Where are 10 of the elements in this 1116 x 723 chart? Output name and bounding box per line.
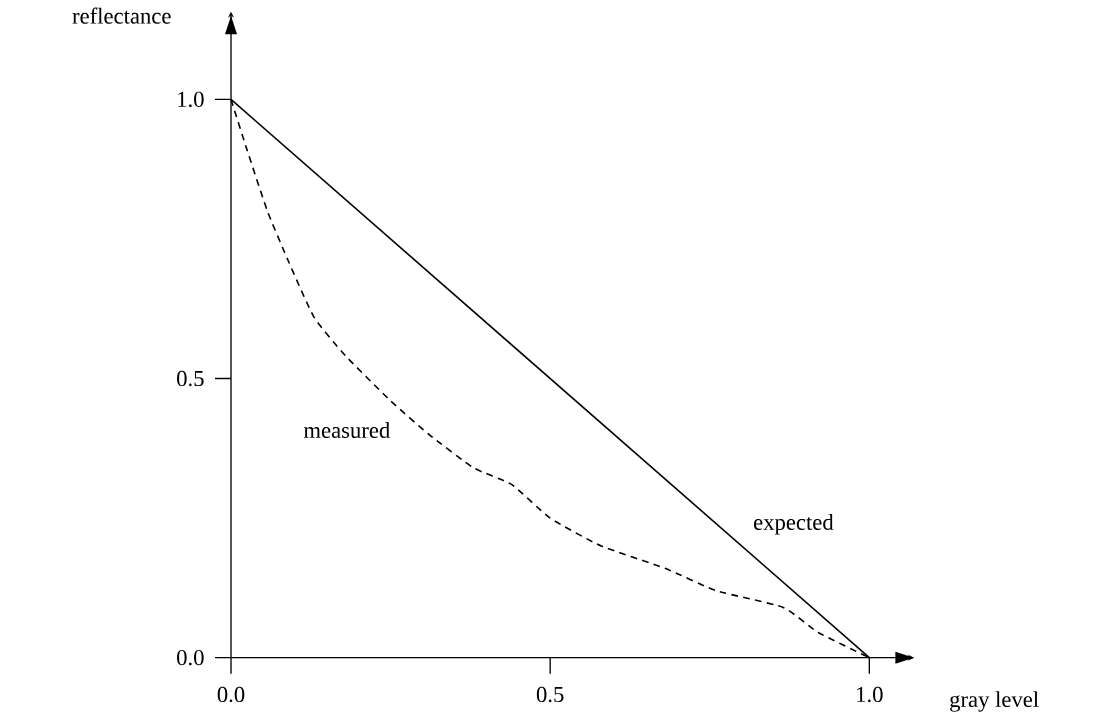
y-axis-title: reflectance [72,7,171,24]
series-label: measured [303,422,390,439]
x-tick-label: 0.5 [536,686,564,703]
x-tick-label: 1.0 [857,686,883,703]
y-tick-label: 0.0 [177,650,204,666]
y-tick-label: 0.5 [177,370,204,387]
series-label: expected [754,514,834,535]
x-axis-title: gray level [950,691,1039,712]
y-tick-label: 1.0 [178,91,204,108]
x-tick-label: 0.0 [217,686,245,703]
